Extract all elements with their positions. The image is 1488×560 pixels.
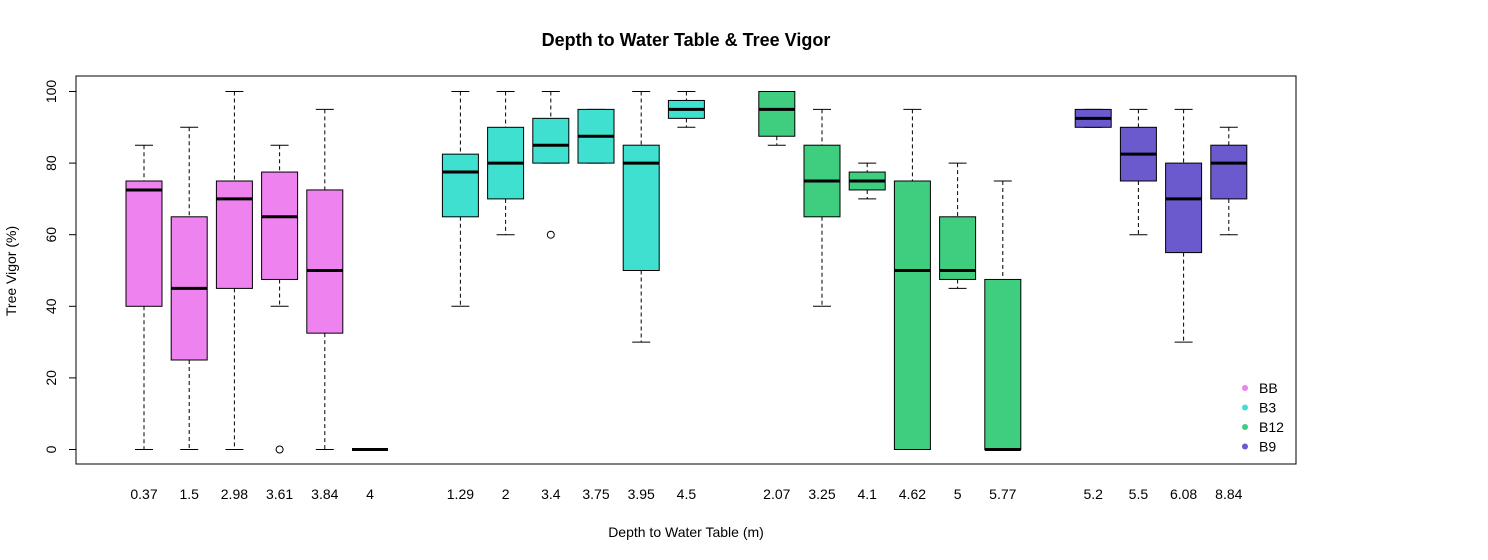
outlier-point <box>275 445 284 454</box>
box-body <box>893 180 931 450</box>
x-tick-label: 3.25 <box>808 486 835 502</box>
x-tick-label: 2 <box>502 486 510 502</box>
box-BB-3.61 <box>261 144 299 454</box>
y-axis: 0 20 40 60 80 100 <box>43 80 77 453</box>
x-tick-label: 3.75 <box>582 486 609 502</box>
plot-frame <box>75 75 1297 465</box>
box-B12-5 <box>939 162 977 289</box>
y-axis-label: Tree Vigor (%) <box>3 226 19 316</box>
box-B3-1.29 <box>441 91 479 307</box>
x-tick-label: 3.4 <box>541 486 561 502</box>
legend-marker <box>1242 443 1248 450</box>
box-BB-2.98 <box>215 91 253 450</box>
box-body <box>622 144 660 271</box>
x-tick-label: 5.77 <box>989 486 1016 502</box>
legend-marker <box>1242 385 1248 391</box>
x-axis: 0.37 1.5 2.98 3.61 3.84 4 1.29 2 3.4 3.75 3.95 4.5 2… <box>130 486 1242 502</box>
box-B12-5.77 <box>984 180 1022 451</box>
box-B9-5.2 <box>1074 108 1112 128</box>
x-tick-label: 8.84 <box>1215 486 1242 502</box>
box-body <box>532 117 570 164</box>
legend-label: B12 <box>1259 419 1284 435</box>
legend-label: B9 <box>1259 438 1276 454</box>
x-tick-label: 1.29 <box>447 486 474 502</box>
box-body <box>215 180 253 289</box>
box-B12-4.1 <box>848 162 886 200</box>
y-tick-label: 0 <box>43 445 59 453</box>
x-axis-label: Depth to Water Table (m) <box>608 524 764 540</box>
chart-title: Depth to Water Table & Tree Vigor <box>542 30 831 50</box>
x-tick-label: 2.98 <box>221 486 248 502</box>
box-body <box>125 180 163 307</box>
y-tick-label: 40 <box>43 298 59 314</box>
box-layer <box>125 91 1248 454</box>
x-tick-label: 0.37 <box>130 486 157 502</box>
box-body <box>984 278 1022 451</box>
y-tick-label: 80 <box>43 155 59 171</box>
box-BB-0.37 <box>125 144 163 450</box>
box-B3-3.4 <box>532 91 570 239</box>
x-tick-label: 5 <box>954 486 962 502</box>
box-B9-8.84 <box>1210 126 1248 236</box>
box-BB-1.5 <box>170 126 208 450</box>
box-body <box>306 189 344 334</box>
x-tick-label: 2.07 <box>763 486 790 502</box>
x-tick-label: 6.08 <box>1170 486 1197 502</box>
y-tick-label: 60 <box>43 227 59 243</box>
box-B3-3.75 <box>577 108 615 164</box>
box-B3-2 <box>487 91 525 236</box>
x-tick-label: 3.95 <box>628 486 655 502</box>
legend-label: BB <box>1259 380 1278 396</box>
x-tick-label: 3.84 <box>311 486 338 502</box>
outlier-point <box>546 230 555 239</box>
legend-label: B3 <box>1259 399 1276 415</box>
box-B9-5.5 <box>1119 108 1157 236</box>
x-tick-label: 1.5 <box>179 486 199 502</box>
legend-marker <box>1242 404 1248 411</box>
x-tick-label: 4.1 <box>857 486 877 502</box>
box-body <box>261 171 299 280</box>
x-tick-label: 4.5 <box>677 486 697 502</box>
box-body <box>1210 144 1248 200</box>
box-B12-3.25 <box>803 108 841 307</box>
box-BB-3.84 <box>306 108 344 450</box>
box-body <box>1165 162 1203 254</box>
box-B9-6.08 <box>1165 108 1203 343</box>
legend: BB B3 B12 B9 <box>1242 380 1284 454</box>
box-body <box>441 153 479 218</box>
box-B3-3.95 <box>622 91 660 343</box>
x-tick-label: 3.61 <box>266 486 293 502</box>
y-tick-label: 100 <box>43 80 59 104</box>
box-B3-4.5 <box>667 91 705 128</box>
box-body <box>758 91 796 137</box>
box-B12-2.07 <box>758 91 796 146</box>
x-tick-label: 4 <box>366 486 374 502</box>
legend-marker <box>1242 424 1248 430</box>
x-tick-label: 4.62 <box>899 486 926 502</box>
x-tick-label: 5.2 <box>1083 486 1103 502</box>
x-tick-label: 5.5 <box>1129 486 1149 502</box>
box-B12-4.62 <box>893 108 931 450</box>
y-tick-label: 20 <box>43 370 59 386</box>
